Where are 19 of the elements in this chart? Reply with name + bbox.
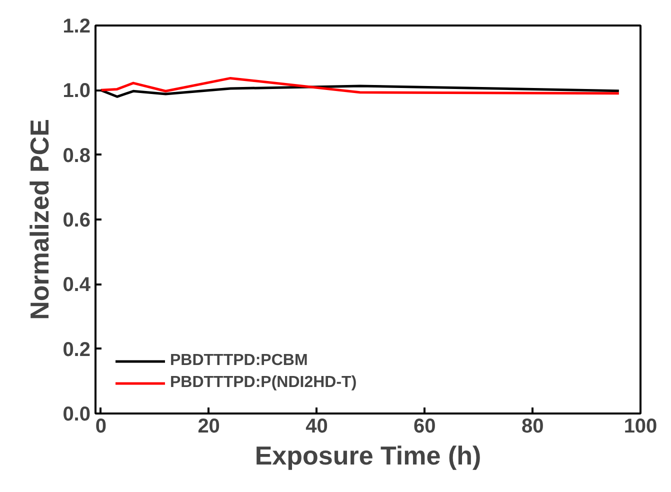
line-series xyxy=(100,76,620,95)
x-tick-label: 100 xyxy=(624,416,658,438)
legend-label: PBDTTTPD:PCBM xyxy=(170,352,308,370)
legend-label: PBDTTTPD:P(NDI2HD-T) xyxy=(170,374,357,392)
line-series xyxy=(100,84,620,98)
x-tick-label: 20 xyxy=(198,416,220,438)
y-axis-title: Normalized PCE xyxy=(24,119,55,320)
x-tick-label: 60 xyxy=(414,416,436,438)
y-tick-label: 1.2 xyxy=(62,16,91,38)
y-tick-label: 0.0 xyxy=(62,404,91,426)
y-tick-label: 0.8 xyxy=(62,144,91,167)
x-axis-title: Exposure Time (h) xyxy=(254,440,482,470)
y-tick-label: 0.2 xyxy=(62,338,91,361)
x-tick-label: 0 xyxy=(95,416,106,438)
x-tick-label: 40 xyxy=(306,416,328,438)
y-tick-label: 0.4 xyxy=(62,274,92,296)
x-tick-label: 80 xyxy=(521,416,544,438)
y-tick-label: 0.6 xyxy=(62,210,91,232)
y-tick-label: 1.0 xyxy=(62,80,91,102)
